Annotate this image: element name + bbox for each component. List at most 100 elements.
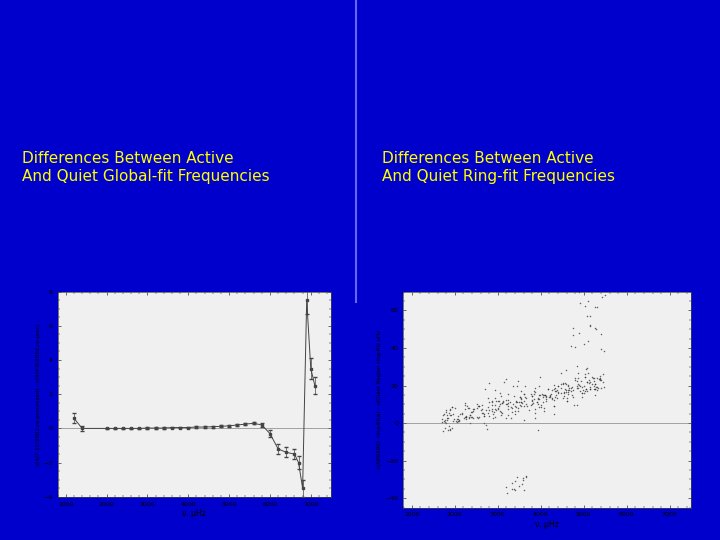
Point	[502, 390, 513, 399]
Point	[565, 383, 577, 392]
Point	[443, 409, 454, 417]
Point	[492, 403, 504, 412]
Point	[549, 381, 560, 389]
Point	[587, 380, 598, 388]
Point	[589, 324, 600, 333]
Point	[591, 383, 603, 391]
Point	[500, 414, 512, 423]
Point	[573, 381, 585, 390]
Point	[463, 414, 474, 423]
Point	[526, 400, 538, 409]
Point	[574, 287, 585, 296]
Point	[567, 324, 579, 333]
Point	[531, 397, 542, 406]
Point	[509, 401, 521, 410]
Point	[446, 424, 458, 433]
Point	[501, 489, 513, 497]
Point	[574, 381, 585, 390]
Point	[438, 416, 450, 425]
Point	[555, 369, 567, 377]
Point	[472, 400, 483, 408]
Point	[572, 384, 584, 393]
Point	[574, 387, 585, 396]
Point	[460, 413, 472, 422]
Point	[581, 387, 593, 395]
X-axis label: ν, μHz: ν, μHz	[182, 509, 207, 518]
Point	[567, 331, 579, 340]
Point	[518, 476, 529, 484]
Point	[591, 374, 603, 382]
Point	[471, 403, 482, 412]
Point	[549, 383, 560, 392]
Point	[441, 411, 452, 420]
Point	[478, 411, 490, 420]
Point	[478, 411, 490, 420]
Point	[580, 369, 591, 378]
Point	[436, 415, 448, 423]
Point	[536, 390, 547, 399]
Point	[447, 416, 459, 425]
Point	[591, 386, 603, 395]
Point	[528, 394, 540, 403]
Point	[483, 406, 495, 414]
Point	[518, 397, 530, 406]
Point	[578, 389, 590, 397]
Point	[571, 381, 582, 390]
Point	[529, 405, 541, 414]
X-axis label: ν, μHz: ν, μHz	[535, 520, 559, 529]
Point	[456, 409, 468, 418]
Point	[482, 425, 493, 434]
Point	[561, 394, 572, 402]
Point	[529, 384, 541, 393]
Point	[530, 387, 541, 396]
Point	[544, 393, 556, 401]
Point	[489, 413, 500, 422]
Point	[598, 370, 609, 379]
Point	[580, 373, 591, 382]
Point	[507, 382, 518, 391]
Point	[437, 427, 449, 435]
Point	[588, 374, 599, 383]
Point	[579, 340, 590, 348]
Point	[584, 384, 595, 393]
Point	[529, 409, 541, 417]
Point	[560, 387, 572, 396]
Point	[562, 396, 573, 405]
Point	[595, 384, 607, 393]
Point	[544, 392, 556, 400]
Point	[595, 376, 607, 384]
Point	[543, 393, 554, 401]
Point	[540, 395, 552, 404]
Point	[562, 381, 574, 389]
Point	[490, 400, 501, 409]
Point	[552, 382, 564, 390]
Point	[504, 398, 516, 407]
Point	[520, 400, 531, 409]
Point	[534, 390, 546, 399]
Point	[468, 407, 480, 416]
Point	[577, 388, 588, 397]
Point	[502, 402, 513, 410]
Point	[462, 404, 474, 413]
Point	[493, 396, 505, 405]
Point	[567, 393, 579, 401]
Point	[572, 384, 583, 393]
Point	[452, 417, 464, 426]
Point	[552, 388, 564, 396]
Point	[509, 485, 521, 494]
Point	[589, 384, 600, 393]
Point	[490, 394, 501, 402]
Point	[546, 394, 557, 402]
Point	[563, 386, 575, 395]
Point	[463, 413, 474, 421]
Point	[494, 388, 505, 397]
Point	[521, 401, 533, 410]
Point	[595, 375, 606, 384]
Point	[526, 392, 538, 401]
Point	[580, 302, 591, 310]
Y-axis label: ν(4/7-12/2002,re-processed) - ν(4/4-9/2002,re-proc): ν(4/7-12/2002,re-processed) - ν(4/4-9/20…	[36, 323, 41, 465]
Point	[578, 381, 590, 390]
Point	[459, 401, 471, 409]
Point	[585, 384, 596, 393]
Point	[572, 380, 583, 389]
